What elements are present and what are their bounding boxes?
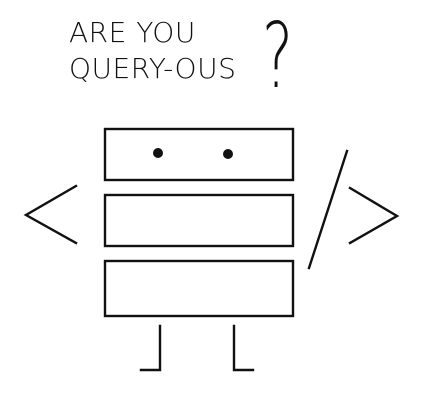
database-bottom-box: [103, 259, 295, 318]
closing-slash: [307, 149, 349, 270]
headline-text: ARE YOU QUERY-OUS: [69, 15, 236, 87]
database-head-box: [103, 127, 295, 182]
left-eye: [153, 148, 163, 158]
headline-line-2: QUERY-OUS: [69, 52, 237, 85]
left-leg: [139, 324, 162, 372]
left-angle-bracket: [23, 184, 78, 245]
question-mark: ?: [262, 4, 294, 109]
right-eye: [223, 149, 233, 159]
right-leg: [232, 324, 255, 372]
database-middle-box: [103, 193, 295, 248]
headline-line-1: ARE YOU: [69, 16, 196, 49]
right-angle-bracket: [348, 186, 400, 245]
